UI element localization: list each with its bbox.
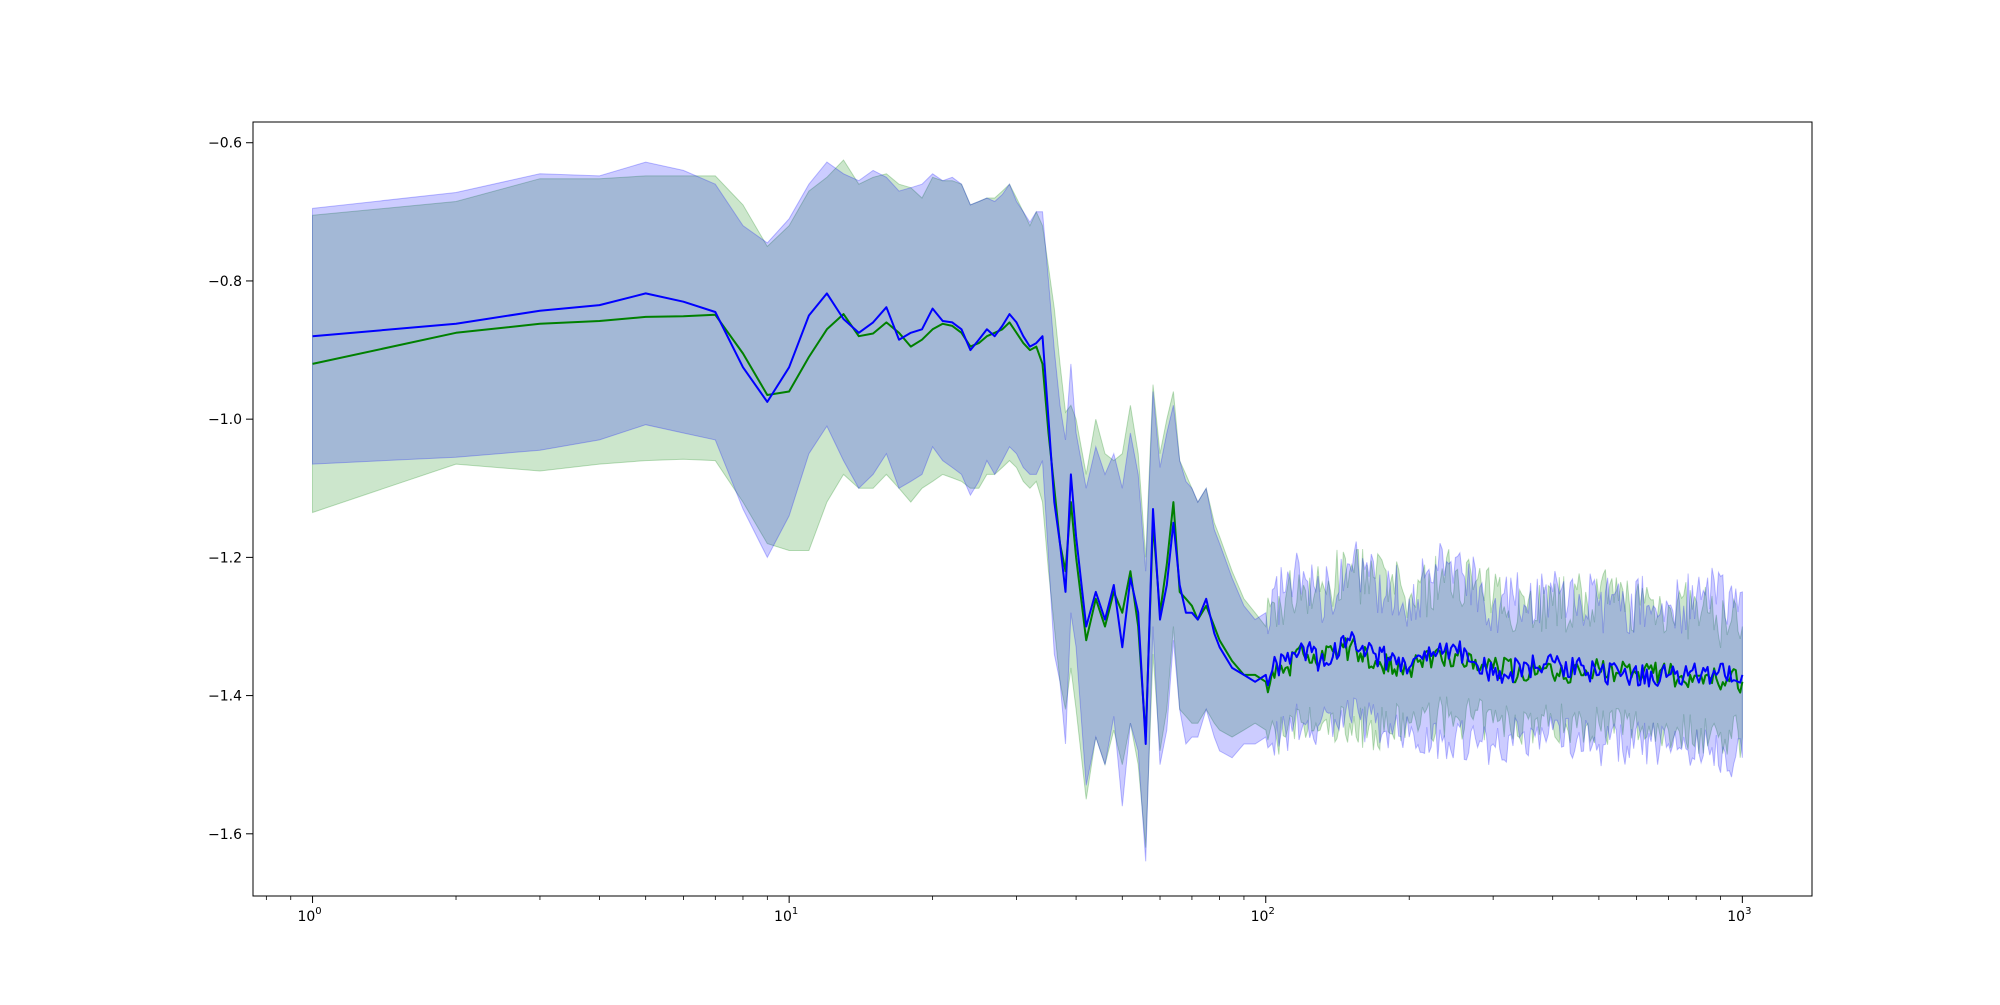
x-tick-label-2: 102: [1251, 906, 1275, 925]
plot-area: [312, 159, 1744, 862]
y-tick-label-4: −1.4: [208, 689, 242, 705]
y-tick-label-0: −0.6: [208, 136, 242, 152]
series-2-line: [312, 292, 1744, 745]
axes: 100 101 102 103 −0.6 −0.8 −1.0 −1.2 −1.4 −1.6: [208, 121, 1813, 925]
y-tick-label-5: −1.6: [208, 827, 242, 843]
x-tick-label-3: 103: [1727, 906, 1751, 925]
x-tick-label-1: 101: [774, 906, 798, 925]
y-tick-label-1: −0.8: [208, 274, 242, 290]
series-1-confidence-band: [312, 159, 1743, 848]
y-tick-label-3: −1.2: [208, 550, 242, 566]
x-tick-label-0: 100: [297, 906, 321, 925]
series-2-confidence-band: [312, 161, 1743, 862]
y-tick-label-2: −1.0: [208, 412, 242, 428]
axes-frame: [252, 121, 1813, 897]
